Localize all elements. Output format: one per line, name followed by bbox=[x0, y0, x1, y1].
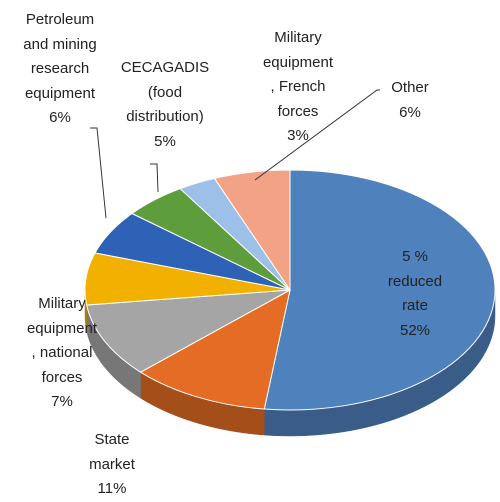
data-label: CECAGADIS (food distribution) 5% bbox=[105, 56, 225, 154]
category-label: Petroleum and mining research equipment bbox=[23, 11, 97, 102]
value-label: 7% bbox=[51, 393, 73, 410]
data-label: Military equipment , national forces 7% bbox=[2, 292, 122, 415]
data-label: Other 6% bbox=[350, 76, 470, 125]
category-label: CECAGADIS (food distribution) bbox=[120, 59, 210, 125]
data-label: Petroleum and mining research equipment 6… bbox=[0, 8, 120, 131]
pie-slice bbox=[139, 289, 291, 410]
leader-line bbox=[90, 127, 107, 219]
data-label: 5 % reduced rate 52% bbox=[355, 245, 475, 343]
pie-slice bbox=[263, 169, 496, 411]
leader-line bbox=[150, 163, 159, 193]
category-label: Military equipment , French forces bbox=[262, 29, 334, 120]
category-label: 5 % reduced rate bbox=[387, 248, 443, 314]
pie-slice bbox=[213, 169, 291, 292]
category-label: Military equipment , national forces bbox=[26, 295, 98, 386]
value-label: 6% bbox=[399, 103, 421, 121]
value-label: 11% bbox=[97, 480, 127, 497]
category-label: Other bbox=[391, 79, 429, 96]
value-label: 5% bbox=[154, 132, 176, 150]
leader-line bbox=[254, 89, 380, 181]
pie-slice bbox=[86, 289, 291, 373]
category-label: State market bbox=[89, 431, 135, 473]
value-label: 52% bbox=[399, 321, 431, 339]
value-label: 3% bbox=[287, 127, 309, 144]
data-label: Military equipment , French forces 3% bbox=[238, 26, 358, 149]
value-label: 6% bbox=[49, 109, 71, 126]
data-label: State market 11% bbox=[52, 428, 172, 502]
